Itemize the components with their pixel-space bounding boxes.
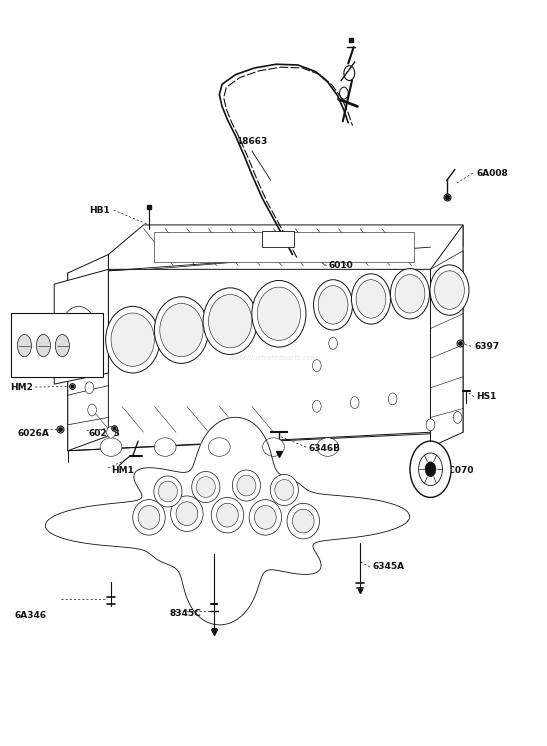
Ellipse shape [208, 438, 230, 457]
Ellipse shape [192, 471, 220, 503]
Ellipse shape [391, 269, 429, 319]
Ellipse shape [138, 506, 160, 529]
Text: 8555: 8555 [20, 318, 45, 327]
Text: 6A008: 6A008 [476, 169, 508, 178]
Ellipse shape [154, 297, 208, 363]
Ellipse shape [249, 500, 282, 535]
Circle shape [329, 337, 337, 349]
Ellipse shape [232, 470, 260, 501]
Circle shape [69, 317, 88, 343]
Ellipse shape [18, 334, 32, 357]
Ellipse shape [356, 280, 386, 319]
Ellipse shape [430, 265, 469, 316]
Circle shape [88, 404, 96, 416]
Ellipse shape [154, 476, 182, 507]
Circle shape [312, 401, 321, 413]
Polygon shape [68, 254, 108, 451]
Text: HM3: HM3 [40, 361, 63, 370]
Circle shape [388, 393, 397, 405]
Ellipse shape [257, 287, 300, 340]
Circle shape [453, 412, 462, 423]
Ellipse shape [55, 334, 69, 357]
Circle shape [312, 360, 321, 372]
Ellipse shape [154, 438, 176, 457]
Text: 6345A: 6345A [372, 562, 404, 571]
Polygon shape [430, 225, 463, 447]
Ellipse shape [252, 280, 306, 347]
Ellipse shape [111, 313, 154, 366]
Ellipse shape [203, 288, 257, 354]
Circle shape [426, 419, 435, 430]
Ellipse shape [106, 307, 160, 373]
Ellipse shape [133, 500, 165, 535]
Text: 6C070: 6C070 [443, 466, 474, 475]
Ellipse shape [293, 510, 314, 533]
Ellipse shape [160, 304, 203, 357]
Ellipse shape [352, 274, 391, 324]
Text: 6397: 6397 [475, 342, 500, 351]
Circle shape [351, 397, 359, 409]
Ellipse shape [100, 438, 122, 457]
Text: HM1: HM1 [111, 466, 134, 475]
Ellipse shape [434, 271, 464, 310]
FancyBboxPatch shape [11, 313, 103, 377]
Ellipse shape [318, 286, 348, 324]
Circle shape [85, 382, 94, 394]
FancyBboxPatch shape [261, 231, 294, 247]
Text: 6A346: 6A346 [15, 612, 47, 621]
Ellipse shape [237, 475, 256, 496]
Ellipse shape [159, 481, 177, 502]
Text: HB1: HB1 [89, 206, 110, 215]
Text: 6010: 6010 [329, 261, 353, 270]
Text: 6028B: 6028B [88, 429, 120, 438]
Circle shape [83, 360, 91, 372]
Ellipse shape [275, 480, 294, 501]
Text: 18663: 18663 [236, 137, 267, 146]
Circle shape [410, 441, 451, 498]
Circle shape [61, 307, 96, 354]
Ellipse shape [196, 477, 216, 498]
Text: 6346B: 6346B [309, 444, 341, 453]
Text: 8345C: 8345C [170, 609, 201, 618]
Text: 6026A: 6026A [18, 429, 50, 438]
Ellipse shape [36, 334, 50, 357]
Polygon shape [54, 269, 108, 384]
Ellipse shape [176, 502, 197, 525]
Ellipse shape [254, 506, 276, 529]
Polygon shape [108, 225, 463, 269]
Circle shape [107, 426, 115, 438]
Polygon shape [68, 251, 463, 451]
Ellipse shape [263, 438, 284, 457]
Ellipse shape [270, 474, 299, 506]
Text: HM2: HM2 [10, 383, 33, 392]
Polygon shape [154, 232, 414, 262]
Text: HS1: HS1 [476, 392, 497, 401]
Text: www.illustratedparts.com: www.illustratedparts.com [229, 355, 318, 361]
Ellipse shape [211, 498, 244, 533]
Circle shape [418, 453, 443, 486]
Ellipse shape [313, 280, 353, 330]
Circle shape [425, 462, 436, 477]
Ellipse shape [217, 504, 238, 527]
Ellipse shape [171, 496, 203, 531]
Ellipse shape [395, 275, 425, 313]
Ellipse shape [287, 504, 319, 539]
Polygon shape [45, 417, 410, 625]
Ellipse shape [317, 438, 339, 457]
Ellipse shape [208, 295, 252, 348]
